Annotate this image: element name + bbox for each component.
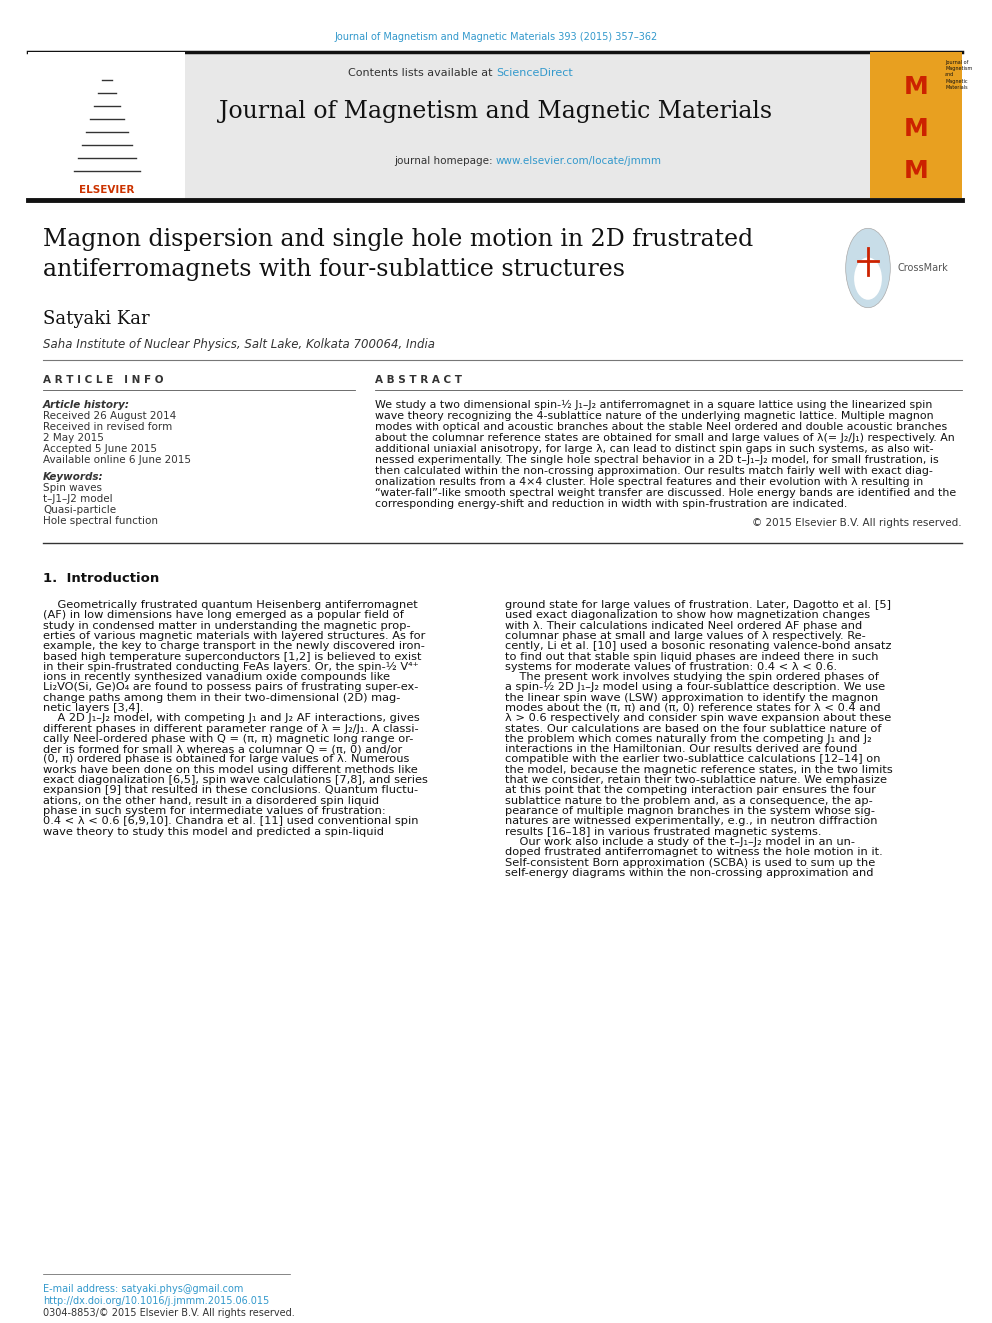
Text: 0.4 < λ < 0.6 [6,9,10]. Chandra et al. [11] used conventional spin: 0.4 < λ < 0.6 [6,9,10]. Chandra et al. [… [43,816,419,827]
Text: natures are witnessed experimentally, e.g., in neutron diffraction: natures are witnessed experimentally, e.… [505,816,878,827]
Text: Saha Institute of Nuclear Physics, Salt Lake, Kolkata 700064, India: Saha Institute of Nuclear Physics, Salt … [43,337,435,351]
Text: 2 May 2015: 2 May 2015 [43,433,104,443]
Text: self-energy diagrams within the non-crossing approximation and: self-energy diagrams within the non-cros… [505,868,874,877]
Text: ELSEVIER: ELSEVIER [79,185,135,194]
Text: ground state for large values of frustration. Later, Dagotto et al. [5]: ground state for large values of frustra… [505,601,891,610]
Text: Journal of Magnetism and Magnetic Materials: Journal of Magnetism and Magnetic Materi… [219,101,773,123]
Text: journal homepage:: journal homepage: [394,156,496,165]
Text: in their spin-frustrated conducting FeAs layers. Or, the spin-½ V⁴⁺: in their spin-frustrated conducting FeAs… [43,662,419,672]
Ellipse shape [854,258,882,300]
Text: CrossMark: CrossMark [898,263,948,273]
Text: We study a two dimensional spin-½ J₁–J₂ antiferromagnet in a square lattice usin: We study a two dimensional spin-½ J₁–J₂ … [375,400,932,410]
Text: (0, π) ordered phase is obtained for large values of λ. Numerous: (0, π) ordered phase is obtained for lar… [43,754,410,765]
Text: “water-fall”-like smooth spectral weight transfer are discussed. Hole energy ban: “water-fall”-like smooth spectral weight… [375,488,956,497]
Text: E-mail address: satyaki.phys@gmail.com: E-mail address: satyaki.phys@gmail.com [43,1285,243,1294]
Text: sublattice nature to the problem and, as a consequence, the ap-: sublattice nature to the problem and, as… [505,795,873,806]
Text: netic layers [3,4].: netic layers [3,4]. [43,703,144,713]
Text: works have been done on this model using different methods like: works have been done on this model using… [43,765,418,775]
Text: Accepted 5 June 2015: Accepted 5 June 2015 [43,445,157,454]
Text: Hole spectral function: Hole spectral function [43,516,158,527]
Text: corresponding energy-shift and reduction in width with spin-frustration are indi: corresponding energy-shift and reduction… [375,499,847,509]
Text: wave theory recognizing the 4-sublattice nature of the underlying magnetic latti: wave theory recognizing the 4-sublattice… [375,411,933,421]
Text: about the columnar reference states are obtained for small and large values of λ: about the columnar reference states are … [375,433,954,443]
Text: A R T I C L E   I N F O: A R T I C L E I N F O [43,374,164,385]
Text: A B S T R A C T: A B S T R A C T [375,374,462,385]
Text: t–J1–J2 model: t–J1–J2 model [43,493,113,504]
Text: ions in recently synthesized vanadium oxide compounds like: ions in recently synthesized vanadium ox… [43,672,390,683]
Text: M: M [904,159,929,183]
Text: Article history:: Article history: [43,400,130,410]
Bar [28,52,185,198]
Text: http://dx.doi.org/10.1016/j.jmmm.2015.06.015: http://dx.doi.org/10.1016/j.jmmm.2015.06… [43,1297,269,1306]
Text: results [16–18] in various frustrated magnetic systems.: results [16–18] in various frustrated ma… [505,827,821,836]
Text: pearance of multiple magnon branches in the system whose sig-: pearance of multiple magnon branches in … [505,806,875,816]
Text: Self-consistent Born approximation (SCBA) is used to sum up the: Self-consistent Born approximation (SCBA… [505,857,875,868]
Text: M: M [904,116,929,142]
Text: Received 26 August 2014: Received 26 August 2014 [43,411,177,421]
Text: additional uniaxial anisotropy, for large λ, can lead to distinct spin gaps in s: additional uniaxial anisotropy, for larg… [375,445,933,454]
Text: cally Neel-ordered phase with Q = (π, π) magnetic long range or-: cally Neel-ordered phase with Q = (π, π)… [43,734,414,744]
Text: Magnon dispersion and single hole motion in 2D frustrated
antiferromagnets with : Magnon dispersion and single hole motion… [43,228,753,282]
Text: based high temperature superconductors [1,2] is believed to exist: based high temperature superconductors [… [43,651,422,662]
Text: nessed experimentally. The single hole spectral behavior in a 2D t–J₁–J₂ model, : nessed experimentally. The single hole s… [375,455,938,464]
Text: states. Our calculations are based on the four sublattice nature of: states. Our calculations are based on th… [505,724,882,733]
Text: Spin waves: Spin waves [43,483,102,493]
Text: 1.  Introduction: 1. Introduction [43,572,160,585]
Text: that we consider, retain their two-sublattice nature. We emphasize: that we consider, retain their two-subla… [505,775,887,785]
Text: Keywords:: Keywords: [43,472,103,482]
Text: modes with optical and acoustic branches about the stable Neel ordered and doubl: modes with optical and acoustic branches… [375,422,947,433]
Text: Journal of Magnetism and Magnetic Materials 393 (2015) 357–362: Journal of Magnetism and Magnetic Materi… [334,32,658,42]
Text: modes about the (π, π) and (π, 0) reference states for λ < 0.4 and: modes about the (π, π) and (π, 0) refere… [505,703,881,713]
Text: wave theory to study this model and predicted a spin-liquid: wave theory to study this model and pred… [43,827,384,836]
Text: ScienceDirect: ScienceDirect [496,67,572,78]
Text: doped frustrated antiferromagnet to witness the hole motion in it.: doped frustrated antiferromagnet to witn… [505,847,883,857]
Text: M: M [904,75,929,99]
Text: Satyaki Kar: Satyaki Kar [43,310,150,328]
Text: systems for moderate values of frustration: 0.4 < λ < 0.6.: systems for moderate values of frustrati… [505,662,837,672]
Text: example, the key to charge transport in the newly discovered iron-: example, the key to charge transport in … [43,642,425,651]
Text: study in condensed matter in understanding the magnetic prop-: study in condensed matter in understandi… [43,620,411,631]
Text: Received in revised form: Received in revised form [43,422,173,433]
Text: expansion [9] that resulted in these conclusions. Quantum fluctu-: expansion [9] that resulted in these con… [43,786,418,795]
Text: Our work also include a study of the t–J₁–J₂ model in an un-: Our work also include a study of the t–J… [505,837,855,847]
Text: erties of various magnetic materials with layered structures. As for: erties of various magnetic materials wit… [43,631,426,640]
Bar [870,52,962,198]
Text: www.elsevier.com/locate/jmmm: www.elsevier.com/locate/jmmm [496,156,662,165]
Text: cently, Li et al. [10] used a bosonic resonating valence-bond ansatz: cently, Li et al. [10] used a bosonic re… [505,642,892,651]
Text: Geometrically frustrated quantum Heisenberg antiferromagnet: Geometrically frustrated quantum Heisenb… [43,601,418,610]
Text: Li₂VO(Si, Ge)O₄ are found to possess pairs of frustrating super-ex-: Li₂VO(Si, Ge)O₄ are found to possess pai… [43,683,419,692]
Text: exact diagonalization [6,5], spin wave calculations [7,8], and series: exact diagonalization [6,5], spin wave c… [43,775,428,785]
Text: 0304-8853/© 2015 Elsevier B.V. All rights reserved.: 0304-8853/© 2015 Elsevier B.V. All right… [43,1308,295,1318]
Text: with λ. Their calculations indicated Neel ordered AF phase and: with λ. Their calculations indicated Nee… [505,620,862,631]
Text: a spin-½ 2D J₁–J₂ model using a four-sublattice description. We use: a spin-½ 2D J₁–J₂ model using a four-sub… [505,683,885,692]
Text: columnar phase at small and large values of λ respectively. Re-: columnar phase at small and large values… [505,631,866,640]
Text: Available online 6 June 2015: Available online 6 June 2015 [43,455,191,464]
Text: interactions in the Hamiltonian. Our results derived are found: interactions in the Hamiltonian. Our res… [505,745,857,754]
Text: change paths among them in their two-dimensional (2D) mag-: change paths among them in their two-dim… [43,693,401,703]
Text: the problem which comes naturally from the competing J₁ and J₂: the problem which comes naturally from t… [505,734,872,744]
Text: the model, because the magnetic reference states, in the two limits: the model, because the magnetic referenc… [505,765,893,775]
Text: The present work involves studying the spin ordered phases of: The present work involves studying the s… [505,672,879,683]
Text: at this point that the competing interaction pair ensures the four: at this point that the competing interac… [505,786,876,795]
Text: Journal of
Magnetism
and
Magnetic
Materials: Journal of Magnetism and Magnetic Materi… [945,60,972,90]
Text: to find out that stable spin liquid phases are indeed there in such: to find out that stable spin liquid phas… [505,651,879,662]
Text: Quasi-particle: Quasi-particle [43,505,116,515]
Text: Contents lists available at: Contents lists available at [348,67,496,78]
Text: used exact diagonalization to show how magnetization changes: used exact diagonalization to show how m… [505,610,870,620]
Ellipse shape [845,229,891,308]
Text: λ > 0.6 respectively and consider spin wave expansion about these: λ > 0.6 respectively and consider spin w… [505,713,891,724]
Text: ations, on the other hand, result in a disordered spin liquid: ations, on the other hand, result in a d… [43,795,379,806]
Text: © 2015 Elsevier B.V. All rights reserved.: © 2015 Elsevier B.V. All rights reserved… [752,519,962,528]
Text: onalization results from a 4×4 cluster. Hole spectral features and their evoluti: onalization results from a 4×4 cluster. … [375,478,924,487]
Text: A 2D J₁–J₂ model, with competing J₁ and J₂ AF interactions, gives: A 2D J₁–J₂ model, with competing J₁ and … [43,713,420,724]
Text: compatible with the earlier two-sublattice calculations [12–14] on: compatible with the earlier two-sublatti… [505,754,881,765]
Bar [28,52,962,200]
Text: the linear spin wave (LSW) approximation to identify the magnon: the linear spin wave (LSW) approximation… [505,693,878,703]
Text: (AF) in low dimensions have long emerged as a popular field of: (AF) in low dimensions have long emerged… [43,610,404,620]
Text: different phases in different parameter range of λ = J₂/J₁. A classi-: different phases in different parameter … [43,724,419,733]
Text: then calculated within the non-crossing approximation. Our results match fairly : then calculated within the non-crossing … [375,466,932,476]
Text: phase in such system for intermediate values of frustration:: phase in such system for intermediate va… [43,806,386,816]
Text: der is formed for small λ whereas a columnar Q = (π, 0) and/or: der is formed for small λ whereas a colu… [43,745,402,754]
